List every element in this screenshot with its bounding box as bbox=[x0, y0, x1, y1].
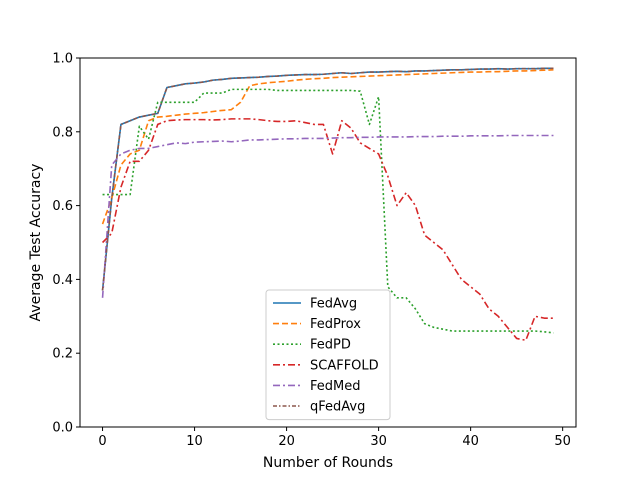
series-line-scaffold bbox=[101, 118, 554, 342]
legend-label: SCAFFOLD bbox=[310, 358, 379, 373]
series-layer bbox=[101, 67, 554, 342]
y-axis-label: Average Test Accuracy bbox=[28, 164, 44, 322]
series-line-fedmed bbox=[101, 134, 554, 298]
legend: FedAvg FedProx FedPD SCAFFOLD FedMed qFedAvg bbox=[265, 289, 391, 421]
x-tick-label: 10 bbox=[186, 434, 203, 449]
x-tick-label: 30 bbox=[370, 434, 387, 449]
plot-area bbox=[79, 57, 577, 428]
y-tick-label: 0.6 bbox=[52, 199, 73, 214]
y-tick-label: 0.8 bbox=[52, 125, 73, 140]
y-axis: 0.0 0.2 0.4 0.6 0.8 1.0 bbox=[52, 52, 80, 436]
x-tick-label: 40 bbox=[462, 434, 479, 449]
x-tick-label: 0 bbox=[98, 434, 106, 449]
legend-label: qFedAvg bbox=[310, 400, 365, 415]
legend-label: FedPD bbox=[310, 338, 351, 353]
y-tick-label: 0.0 bbox=[52, 421, 73, 436]
y-tick-label: 0.4 bbox=[52, 273, 73, 288]
x-tick-label: 50 bbox=[554, 434, 571, 449]
series-line-fedprox bbox=[101, 69, 554, 225]
legend-label: FedMed bbox=[310, 379, 360, 394]
x-axis: 0 10 20 30 40 50 bbox=[98, 427, 571, 449]
x-tick-label: 20 bbox=[278, 434, 295, 449]
legend-label: FedProx bbox=[310, 317, 361, 332]
legend-box bbox=[265, 289, 391, 421]
y-tick-label: 0.2 bbox=[52, 347, 73, 362]
y-tick-label: 1.0 bbox=[52, 52, 73, 67]
series-line-qfedavg bbox=[101, 67, 554, 291]
legend-label: FedAvg bbox=[310, 297, 357, 312]
series-line-fedpd bbox=[102, 88, 554, 334]
x-axis-label: Number of Rounds bbox=[263, 455, 393, 471]
axes-frame bbox=[79, 57, 577, 428]
